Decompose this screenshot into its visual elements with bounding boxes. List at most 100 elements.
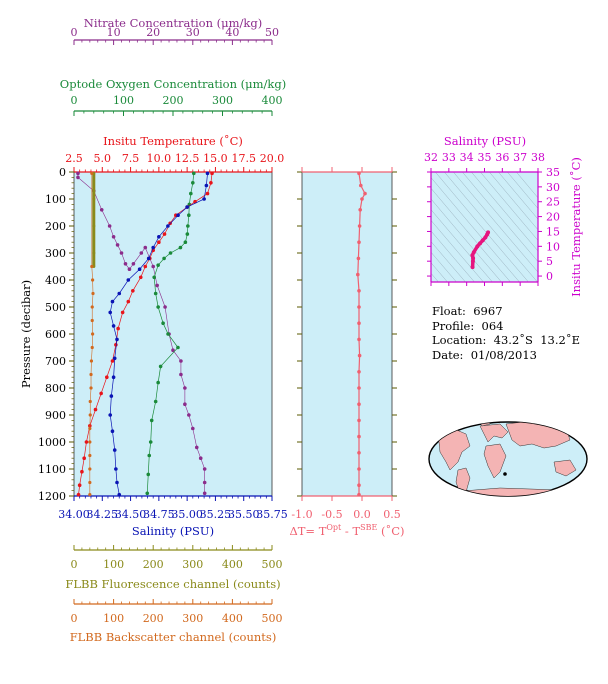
ts-x-tick-label: 34 [460,151,474,164]
ts-contour [489,172,538,231]
fluorescence-axis-label: FLBB Fluorescence channel (counts) [65,577,280,591]
ts-contour [480,172,538,241]
main-plot-area [73,171,273,497]
delta-tick-label: 0.0 [353,508,371,521]
temperature-point [84,440,89,444]
ts-contour [507,172,538,209]
oxygen-point [153,291,158,296]
ts-contour [444,172,538,282]
nitrate-tick-label: 0 [71,26,78,39]
date: Date: 01/08/2013 [432,347,537,362]
nitrate-axis-label: Nitrate Concentration (μm/kg) [84,16,262,30]
delta-point [357,451,361,455]
salinity-point [108,310,113,315]
pressure-tick-label: 1000 [38,436,66,449]
backscatter-tick-label: 200 [143,612,164,625]
ts-contour [431,272,439,282]
ts-y-tick-label: 15 [546,225,560,238]
ts-point [470,253,475,258]
nitrate-tick-label: 50 [265,26,279,39]
salinity-point [108,413,113,417]
temperature-point [126,299,131,304]
temperature-tick-label: 5.0 [94,152,112,165]
salinity-point [109,394,114,398]
oxygen-point [168,251,173,255]
oxygen-point [156,380,160,385]
delta-point [357,492,361,497]
temperature-point [131,289,135,293]
pressure-tick-label: 500 [45,301,66,314]
ts-x-tick-label: 38 [531,151,545,164]
salinity-point [157,235,161,239]
delta-point [357,370,361,374]
salinity-point [126,278,131,282]
nitrate-point [194,445,199,450]
temperature-point [99,391,103,396]
oxygen-point [145,491,150,496]
temperature-point [116,326,120,331]
temperature-point [143,264,148,269]
nitrate-point [187,413,191,417]
temperature-point [110,359,115,363]
delta-tick-label: 0.5 [383,508,401,521]
backscatter-point [88,426,92,431]
ts-x-tick-label: 37 [513,151,527,164]
nitrate-point [151,264,155,269]
salinity-tick-label: 34.50 [115,508,147,521]
ts-contour [431,209,493,282]
ts-contour [431,262,448,282]
ts-contour [462,172,538,262]
nitrate-point [123,262,128,266]
backscatter-point [90,171,94,175]
oxygen-point [185,232,190,236]
location: Location: 43.2˚S 13.2˚E [432,333,580,347]
ts-point [478,241,483,246]
fluorescence-tick-label: 400 [222,558,243,571]
temperature-point [210,171,214,176]
delta-axis-label-sup1: Opt [326,523,342,532]
oxygen-point [176,345,180,350]
delta-axis-label-sup2: SBE [360,523,377,532]
temperature-point [162,232,167,236]
delta-point [359,183,363,188]
pressure-tick-label: 800 [45,382,66,395]
oxygen-tick-label: 300 [212,94,233,107]
backscatter-tick-label: 300 [182,612,203,625]
nitrate-tick-label: 20 [146,26,160,39]
delta-axis-label-a: ΔT= T [289,524,326,538]
ts-point [486,230,491,235]
oxygen-point [189,191,193,196]
ts-contour [516,172,538,199]
backscatter-point [88,413,92,417]
oxygen-point [156,305,160,309]
backscatter-point [88,480,92,485]
ts-contour [471,172,538,252]
pressure-tick-label: 400 [45,274,66,287]
nitrate-tick-label: 40 [225,26,239,39]
ts-x-tick-label: 36 [495,151,509,164]
oxygen-point [153,399,158,404]
oxygen-point [186,224,190,228]
nitrate-point [76,175,80,180]
delta-point [357,434,361,439]
delta-axis-label-c: (˚C) [377,524,404,538]
delta-point [357,467,361,471]
fluorescence-tick-label: 100 [103,558,124,571]
backscatter-tick-label: 0 [71,612,78,625]
oxygen-point [191,171,196,176]
delta-point [360,197,364,201]
oxygen-point [156,263,160,267]
salinity-point [110,429,115,434]
ts-y-tick-label: 5 [546,255,553,268]
temperature-point [93,407,98,412]
delta-point [357,353,362,358]
float-info: Float: 6967 Profile: 064 Location: 43.2˚… [432,304,580,362]
nitrate-point [115,243,120,247]
nitrate-point [76,171,80,176]
nitrate-point [171,348,175,353]
salinity-axis-label: Salinity (PSU) [132,524,214,538]
temperature-point [205,191,210,196]
ts-contour [498,172,538,220]
backscatter-point [89,359,94,363]
delta-axis-label: ΔT= TOpt - TSBE (˚C) [289,523,404,538]
